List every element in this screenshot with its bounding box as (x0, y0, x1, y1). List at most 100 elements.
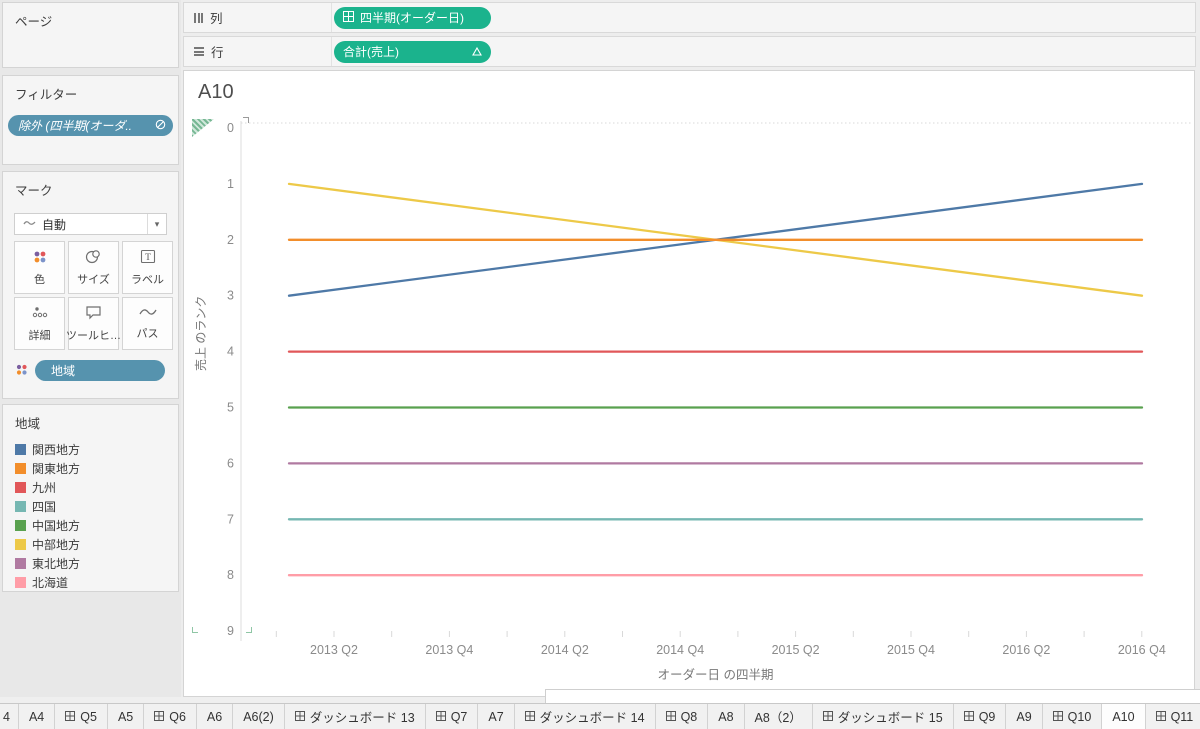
pages-shelf-title: ページ (15, 15, 53, 29)
legend-swatch (15, 444, 26, 455)
sheet-tab-A9[interactable]: A9 (1006, 704, 1043, 729)
filters-shelf-title: フィルター (15, 88, 78, 102)
rank-line-plot[interactable]: 0 1 2 3 4 5 6 7 8 9 2013 Q2 2013 Q4 2014 Q2 2014 Q4 20… (184, 71, 1194, 696)
left-sidebar: ページ フィルター 除外 (四半期(オーダ.. マーク 自動 ▾ 色 サイズ T ラベ… (0, 0, 181, 697)
sheet-tab-label: ダッシュボード 14 (539, 711, 645, 725)
dashboard-grid-icon (1155, 710, 1166, 724)
x-tick-label: 2013 Q4 (425, 643, 473, 657)
sheet-tab-A5[interactable]: A5 (108, 704, 145, 729)
sheet-tab-A10[interactable]: A10 (1102, 704, 1146, 729)
chevron-down-icon[interactable]: ▾ (147, 214, 166, 234)
legend-label: 九州 (32, 481, 57, 495)
mark-button-label: 色 (34, 273, 45, 286)
sheet-tab-4[interactable]: 4 (0, 704, 19, 729)
legend-item[interactable]: 関東地方 (15, 459, 178, 478)
sheet-tab-A8（2）[interactable]: A8（2） (745, 704, 813, 729)
sheet-tab-Q10[interactable]: Q10 (1043, 704, 1103, 729)
filter-pill-exclude-quarter[interactable]: 除外 (四半期(オーダ.. (8, 115, 173, 136)
sheet-tab-Q11[interactable]: Q11 (1146, 704, 1200, 729)
x-tick-label: 2015 Q2 (772, 643, 820, 657)
mark-button-path[interactable]: パス (122, 297, 173, 350)
sheet-tab-Q7[interactable]: Q7 (426, 704, 479, 729)
rows-shelf[interactable]: 行 合計(売上) (183, 36, 1196, 67)
dashboard-grid-icon (665, 710, 676, 724)
sheet-tab-Q6[interactable]: Q6 (144, 704, 197, 729)
y-tick-label: 4 (227, 345, 234, 359)
sheet-tab-A6[interactable]: A6 (197, 704, 234, 729)
sheet-tab-label: A9 (1016, 709, 1032, 724)
mark-button-label[interactable]: T ラベル (122, 241, 173, 294)
sheet-tab-label: A10 (1112, 709, 1135, 724)
mark-button-color[interactable]: 色 (14, 241, 65, 294)
columns-pill-quarter-orderdate[interactable]: 四半期(オーダー日) (334, 6, 491, 29)
mark-button-size[interactable]: サイズ (68, 241, 119, 294)
x-tick-label: 2016 Q2 (1002, 643, 1050, 657)
sheet-tab-label: ダッシュボード 13 (309, 711, 415, 725)
y-tick-label: 3 (227, 289, 234, 303)
y-tick-label: 1 (227, 177, 234, 191)
dashboard-grid-icon (294, 710, 305, 724)
filters-shelf[interactable]: フィルター 除外 (四半期(オーダ.. (2, 75, 179, 165)
mark-button-label: サイズ (77, 273, 110, 286)
sheet-tab-A7[interactable]: A7 (478, 704, 515, 729)
columns-shelf[interactable]: 列 四半期(オーダー日) (183, 2, 1196, 33)
axis-corner-mark-bottom-right (246, 627, 252, 633)
sheet-tab-ダッシュボード-15[interactable]: ダッシュボード 15 (813, 704, 954, 729)
sheet-tab-ダッシュボード-14[interactable]: ダッシュボード 14 (515, 704, 656, 729)
rows-pill-label: 合計(売上) (343, 45, 399, 59)
columns-icon (194, 12, 203, 23)
y-tick-label: 7 (227, 512, 234, 526)
marks-pill-region[interactable]: 地域 (35, 360, 165, 381)
x-tick-label: 2016 Q4 (1118, 643, 1166, 657)
sheet-tab-Q8[interactable]: Q8 (656, 704, 709, 729)
label-icon: T (140, 249, 156, 267)
worksheet-view[interactable]: A10 売上 のランク 0 1 2 3 4 5 6 7 8 9 2013 Q2 2013 Q4 2014… (183, 70, 1195, 697)
legend-label: 北海道 (32, 576, 69, 590)
size-icon (85, 249, 102, 267)
sheet-tab-label: A8（2） (754, 711, 802, 725)
legend-item[interactable]: 四国 (15, 497, 178, 516)
legend-title: 地域 (15, 417, 41, 431)
sheet-title: A10 (198, 81, 234, 103)
legend-item[interactable]: 九州 (15, 478, 178, 497)
rows-pill-sum-sales[interactable]: 合計(売上) (334, 40, 491, 63)
mark-button-label: ツールヒ… (66, 329, 121, 342)
columns-pill-label: 四半期(オーダー日) (360, 11, 464, 25)
dashboard-grid-icon (435, 710, 446, 724)
marks-pill-label: 地域 (51, 364, 76, 378)
mark-button-tooltip[interactable]: ツールヒ… (66, 297, 121, 350)
legend-items: 関西地方 関東地方九州四国 中国地方 中部地方 東北地方北海道 (3, 436, 178, 592)
legend-item[interactable]: 中部地方 (15, 535, 178, 554)
dashboard-grid-icon (1052, 710, 1063, 724)
sheet-tab-label: ダッシュボード 15 (837, 711, 943, 725)
sheet-tab-A6(2)[interactable]: A6(2) (233, 704, 285, 729)
pages-shelf[interactable]: ページ (2, 2, 179, 68)
legend-item[interactable]: 北海道 (15, 573, 178, 592)
sheet-tab-label: Q11 (1170, 709, 1194, 724)
legend-item[interactable]: 中国地方 (15, 516, 178, 535)
legend-item[interactable]: 関西地方 (15, 440, 178, 459)
y-tick-label: 8 (227, 568, 234, 582)
sheet-tab-label: Q5 (80, 709, 97, 724)
sheet-tab-Q5[interactable]: Q5 (55, 704, 108, 729)
sheet-tab-ダッシュボード-13[interactable]: ダッシュボード 13 (285, 704, 426, 729)
mark-button-label: パス (136, 328, 159, 340)
mark-button-detail[interactable]: 詳細 (14, 297, 65, 350)
sheet-tab-label: Q8 (680, 709, 698, 724)
sheet-tab-Q9[interactable]: Q9 (954, 704, 1007, 729)
dashboard-grid-icon (963, 710, 974, 724)
mark-type-dropdown[interactable]: 自動 ▾ (14, 213, 167, 235)
x-tick-label: 2014 Q4 (656, 643, 704, 657)
legend-swatch (15, 558, 26, 569)
tooltip-icon (85, 305, 102, 323)
legend-swatch (15, 501, 26, 512)
sheet-tab-label: A8 (718, 709, 734, 724)
color-legend: 地域 関西地方 関東地方九州四国 中国地方 中部地方 東北地方北海道 (2, 404, 179, 592)
sheet-tab-label: A6(2) (243, 709, 274, 724)
legend-swatch (15, 463, 26, 474)
sheet-tab-label: Q10 (1067, 709, 1092, 724)
sheet-tab-A4[interactable]: A4 (19, 704, 56, 729)
sheet-tab-A8[interactable]: A8 (708, 704, 745, 729)
legend-item[interactable]: 東北地方 (15, 554, 178, 573)
delta-icon (472, 45, 482, 59)
